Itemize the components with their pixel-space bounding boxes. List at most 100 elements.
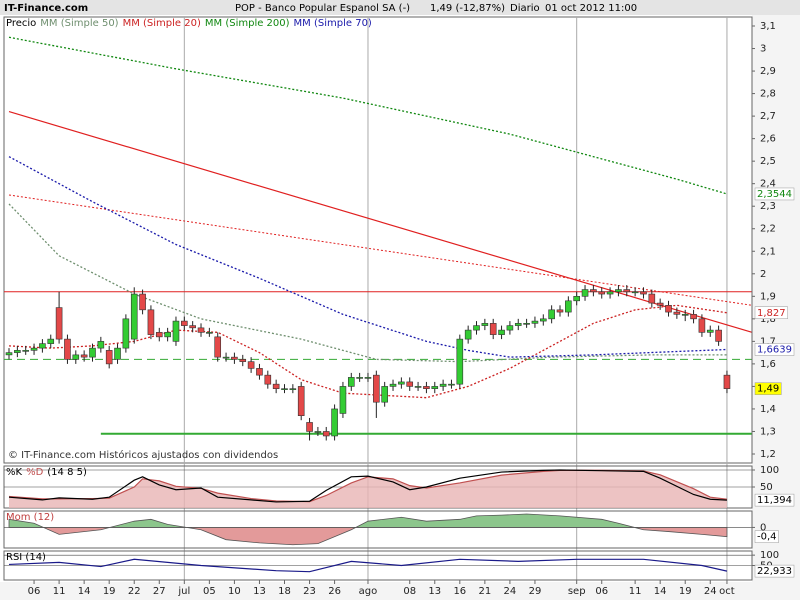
candle-body bbox=[272, 383, 280, 389]
candle-body bbox=[448, 383, 455, 386]
x-tick-label: sep bbox=[568, 586, 586, 597]
candle-body bbox=[590, 289, 597, 293]
y-tick-label: 2,5 bbox=[760, 156, 776, 167]
candle-body bbox=[523, 323, 530, 325]
candle-body bbox=[631, 291, 639, 294]
candle-body bbox=[181, 320, 188, 326]
y-tick-label: 1,4 bbox=[760, 404, 776, 415]
last-value-label: 2,3544 bbox=[757, 189, 792, 200]
candle-body bbox=[539, 318, 547, 322]
x-tick-label: 11 bbox=[53, 586, 66, 597]
candle-body bbox=[155, 332, 163, 338]
last-value-box bbox=[754, 187, 795, 201]
y-tick-label: 1,3 bbox=[760, 426, 776, 437]
last-value-box bbox=[754, 493, 795, 507]
y-tick-label: 2,8 bbox=[760, 89, 776, 100]
candle-body bbox=[656, 302, 664, 306]
last-value-box bbox=[754, 564, 795, 578]
x-tick-label: 23 bbox=[303, 586, 316, 597]
series-area bbox=[9, 470, 727, 508]
candle-body bbox=[331, 408, 338, 437]
y-tick-label: 2,2 bbox=[760, 224, 776, 235]
candle-body bbox=[97, 341, 105, 349]
moving-average bbox=[8, 203, 727, 363]
candle-body bbox=[247, 361, 255, 369]
candle-body bbox=[531, 320, 539, 324]
x-tick-label: 26 bbox=[328, 586, 341, 597]
x-tick-label: 24 bbox=[504, 586, 517, 597]
last-value-box bbox=[754, 530, 779, 543]
candle-body bbox=[39, 343, 46, 349]
candle-body bbox=[297, 386, 305, 416]
y-tick-label: 1,7 bbox=[760, 336, 776, 347]
candle-body bbox=[431, 386, 439, 389]
series-line bbox=[8, 469, 727, 503]
note: © IT-Finance.com Históricos ajustados co… bbox=[8, 449, 278, 461]
candle-body bbox=[164, 332, 171, 338]
x-tick-label: 21 bbox=[478, 586, 491, 597]
y-tick-label: 100 bbox=[760, 550, 779, 561]
legend-entry: %D bbox=[26, 467, 44, 478]
candle-body bbox=[506, 325, 514, 331]
candle-body bbox=[414, 386, 422, 388]
candle-body bbox=[22, 350, 30, 352]
candle-body bbox=[172, 320, 180, 342]
candle-body bbox=[665, 305, 672, 313]
candle-body bbox=[364, 377, 372, 379]
axis-strip bbox=[752, 15, 800, 582]
candle-body bbox=[389, 383, 397, 387]
candle-body bbox=[239, 359, 247, 362]
candle-body bbox=[214, 336, 222, 358]
candle-body bbox=[648, 293, 656, 304]
x-tick-label: 08 bbox=[403, 586, 416, 597]
last-value-box bbox=[754, 382, 782, 395]
y-tick-label: 3,1 bbox=[760, 21, 776, 32]
candle-body bbox=[573, 296, 580, 302]
candle-body bbox=[690, 314, 697, 320]
legend-entry: (14 8 5) bbox=[47, 467, 87, 478]
x-tick-label: 19 bbox=[679, 586, 692, 597]
candle-body bbox=[473, 325, 480, 331]
candle-body bbox=[14, 350, 21, 353]
candle-body bbox=[289, 388, 297, 390]
candle-body bbox=[723, 374, 731, 389]
legend-entry: %K bbox=[6, 467, 23, 478]
legend-entry: MM (Simple 200) bbox=[205, 18, 290, 29]
last-value-label: 11,394 bbox=[757, 495, 792, 506]
candle-body bbox=[623, 289, 631, 293]
last-value-label: 1,6639 bbox=[757, 344, 792, 355]
chart-title: POP - Banco Popular Espanol SA (-) bbox=[235, 3, 410, 14]
x-tick-label: 24 bbox=[704, 586, 717, 597]
candle-body bbox=[322, 431, 330, 437]
last-value-label: 1,49 bbox=[757, 384, 779, 395]
legend-entry: RSI (14) bbox=[6, 552, 46, 563]
x-tick-label: 13 bbox=[428, 586, 441, 597]
y-tick-label: 1,9 bbox=[760, 291, 776, 302]
x-tick-label: 11 bbox=[629, 586, 642, 597]
candle-body bbox=[698, 318, 706, 333]
candle-body bbox=[356, 377, 363, 379]
candle-body bbox=[222, 356, 230, 359]
candle-body bbox=[264, 374, 272, 385]
candle-body bbox=[673, 311, 681, 315]
moving-average bbox=[8, 156, 727, 358]
candle-body bbox=[114, 347, 121, 360]
candle-body bbox=[105, 350, 113, 365]
last-value-box bbox=[754, 306, 788, 320]
legend-entry: Precio bbox=[6, 18, 36, 29]
candle-body bbox=[55, 307, 63, 340]
candle-body bbox=[306, 422, 313, 432]
x-tick-label: 13 bbox=[253, 586, 266, 597]
candle-body bbox=[706, 329, 714, 333]
candle-body bbox=[122, 318, 130, 349]
candle-body bbox=[189, 325, 196, 329]
y-tick-label: 3 bbox=[760, 44, 766, 55]
candle-body bbox=[615, 289, 622, 293]
trend-line bbox=[8, 194, 753, 306]
legend-entry: MM (Simple 70) bbox=[294, 18, 372, 29]
candle-body bbox=[489, 323, 497, 335]
x-tick-label: 06 bbox=[595, 586, 608, 597]
candle-body bbox=[439, 383, 447, 387]
x-tick-label: 10 bbox=[228, 586, 241, 597]
candle-body bbox=[456, 338, 464, 385]
